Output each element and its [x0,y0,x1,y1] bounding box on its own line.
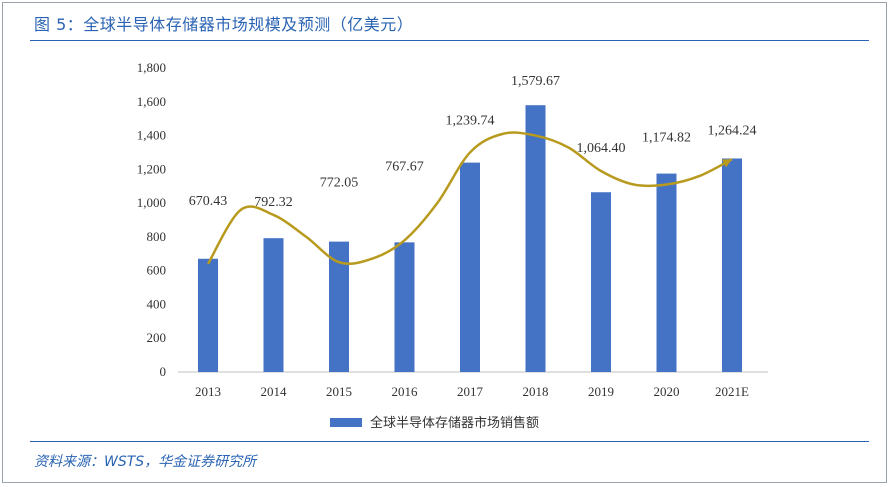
data-label: 767.67 [385,159,424,174]
trend-arrowhead [721,159,732,168]
x-tick-label: 2021E [715,384,749,399]
x-tick-label: 2017 [457,384,484,399]
y-tick-label: 600 [147,263,167,278]
legend-swatch [330,418,362,427]
y-tick-label: 0 [160,364,167,379]
y-tick-label: 1,800 [137,60,166,75]
legend-label: 全球半导体存储器市场销售额 [370,415,539,431]
y-tick-label: 400 [147,296,167,311]
y-tick-label: 800 [147,229,167,244]
y-tick-label: 1,200 [137,161,166,176]
y-tick-label: 1,400 [137,128,166,143]
data-label: 1,579.67 [511,74,560,89]
bar [460,162,480,372]
bars-layer [198,105,742,372]
data-label: 670.43 [189,194,228,209]
x-tick-label: 2020 [654,384,680,399]
data-label: 1,239.74 [446,114,495,129]
bar [263,238,284,372]
x-tick-label: 2018 [523,384,549,399]
y-tick-label: 200 [147,330,167,345]
figure-title: 图 5：全球半导体存储器市场规模及预测（亿美元） [34,15,414,34]
data-label: 772.05 [320,176,359,191]
x-tick-label: 2013 [195,384,221,399]
x-tick-label: 2019 [588,384,614,399]
bar [329,241,349,372]
axis-layer: 0 200 400 600 800 1,000 1,200 1,400 1,600 1,800 20… [137,60,768,399]
x-tick-label: 2016 [392,384,419,399]
y-tick-label: 1,000 [137,195,166,210]
data-labels-layer: 670.43 792.32 772.05 767.67 1,239.74 1,579.67… [189,74,757,210]
bar [656,173,677,372]
bar [591,192,611,372]
source-rule [30,441,869,442]
data-label: 792.32 [254,195,293,210]
data-label: 1,174.82 [642,131,691,146]
bar [394,242,415,372]
trend-curve [206,131,733,266]
x-tick-label: 2014 [261,384,288,399]
data-label: 1,264.24 [708,123,757,138]
legend: 全球半导体存储器市场销售额 [330,415,539,431]
source-note: 资料来源：WSTS，华金证券研究所 [34,454,257,470]
bar [198,258,218,372]
data-label: 1,064.40 [577,141,626,156]
title-rule [30,40,869,41]
y-tick-label: 1,600 [137,94,166,109]
bar [525,105,546,372]
x-tick-label: 2015 [326,384,352,399]
bar [722,158,742,372]
